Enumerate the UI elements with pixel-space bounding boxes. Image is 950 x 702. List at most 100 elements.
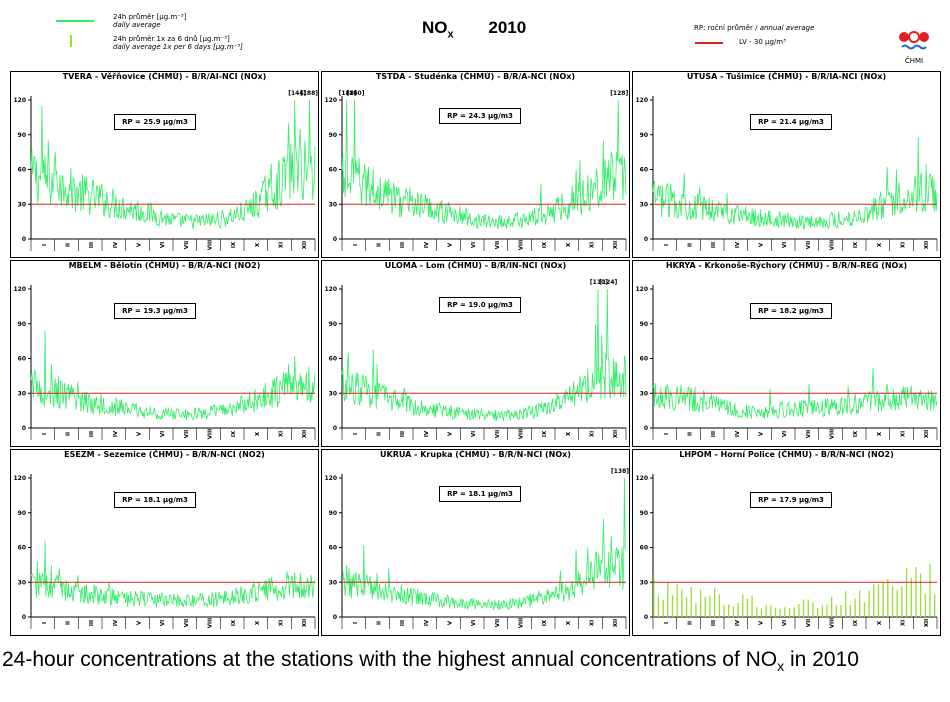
x-tick-label: I [664, 622, 670, 624]
x-tick-label: VIII [519, 618, 525, 628]
y-tick-label: 120 [635, 97, 648, 104]
x-tick-label: XI [590, 242, 596, 248]
x-tick-label: XI [901, 431, 907, 437]
chmi-logo-text: ČHMI [904, 57, 924, 65]
data-series-line [341, 288, 627, 422]
x-tick-label: VII [184, 619, 190, 627]
y-tick-label: 0 [22, 425, 26, 432]
y-tick-label: 0 [333, 425, 337, 432]
peak-value-label: [144] [288, 90, 307, 97]
x-tick-label: VIII [830, 429, 836, 439]
annual-average-label: RP = 19.0 µg/m3 [439, 297, 521, 313]
x-tick-label: III [711, 620, 717, 626]
y-tick-label: 60 [329, 545, 337, 552]
x-tick-label: III [89, 431, 95, 437]
x-tick-label: IV [113, 619, 119, 626]
x-tick-label: I [42, 244, 48, 246]
x-tick-label: III [711, 242, 717, 248]
y-tick-label: 30 [18, 201, 26, 208]
y-tick-label: 30 [329, 201, 337, 208]
y-tick-label: 0 [644, 236, 648, 243]
y-tick-label: 90 [329, 132, 337, 139]
chart-panel: TSTDA - Studénka (ČHMÚ) - B/R/A-NCI (NOx… [321, 71, 630, 258]
annual-average-label: RP = 18.1 µg/m3 [114, 492, 196, 508]
y-tick-label: 30 [640, 390, 648, 397]
x-tick-label: XI [590, 620, 596, 626]
x-tick-label: I [42, 433, 48, 435]
chart-panel: MBELM - Bělotín (ČHMÚ) - B/R/A-NCI (NO2)… [10, 260, 319, 447]
x-tick-label: II [377, 621, 383, 625]
annual-average-label: RP = 21.4 µg/m3 [750, 114, 832, 130]
y-tick-label: 60 [18, 167, 26, 174]
x-tick-label: V [137, 242, 143, 247]
peak-value-label: [124] [599, 279, 618, 286]
x-tick-label: XII [302, 430, 308, 438]
x-tick-label: I [664, 433, 670, 435]
x-tick-label: XI [279, 431, 285, 437]
x-tick-label: VI [471, 620, 477, 626]
chart-title: UTUSA - Tušimice (ČHMÚ) - B/R/IA-NCI (NO… [686, 72, 887, 81]
x-tick-label: VI [160, 620, 166, 626]
x-tick-label: X [566, 431, 572, 436]
x-tick-label: XI [901, 620, 907, 626]
x-tick-label: V [448, 431, 454, 436]
x-tick-label: IX [853, 241, 859, 248]
x-tick-label: II [377, 243, 383, 247]
y-tick-label: 30 [329, 579, 337, 586]
x-tick-label: VIII [208, 618, 214, 628]
y-tick-label: 90 [329, 510, 337, 517]
annual-average-label: RP = 19.3 µg/m3 [114, 303, 196, 319]
legend-rp-label: RP: roční průměr / annual average [694, 24, 814, 32]
x-tick-label: XI [279, 620, 285, 626]
x-tick-label: X [566, 242, 572, 247]
x-tick-label: IX [231, 430, 237, 437]
x-tick-label: VII [184, 430, 190, 438]
x-tick-label: I [353, 622, 359, 624]
chart-panel: TVERA - Věřňovice (ČHMÚ) - B/R/AI-NCI (N… [10, 71, 319, 258]
x-tick-label: XII [924, 619, 930, 627]
x-tick-label: X [877, 431, 883, 436]
x-tick-label: IX [853, 619, 859, 626]
y-tick-label: 0 [333, 236, 337, 243]
y-tick-label: 30 [640, 201, 648, 208]
annual-average-label: RP = 24.3 µg/m3 [439, 108, 521, 124]
x-tick-label: XII [613, 241, 619, 249]
page-title: NOx 2010 [422, 18, 526, 40]
chart-panel: ULOMA - Lom (ČHMÚ) - B/R/IN-NCI (NOx) 0 30… [321, 260, 630, 447]
caption-text: 24-hour concentrations at the stations w… [2, 648, 778, 671]
legend-daily-en: daily average [113, 21, 161, 29]
x-tick-label: IV [424, 430, 430, 437]
x-tick-label: VI [160, 242, 166, 248]
x-tick-label: II [377, 432, 383, 436]
title-pollutant: NO [422, 18, 448, 37]
annual-average-label: RP = 17.9 µg/m3 [750, 492, 832, 508]
chmi-logo: ČHMI [898, 30, 930, 65]
x-tick-label: VI [160, 431, 166, 437]
y-tick-label: 90 [640, 510, 648, 517]
x-tick-label: V [137, 620, 143, 625]
x-tick-label: V [137, 431, 143, 436]
x-tick-label: III [89, 620, 95, 626]
y-tick-label: 90 [18, 132, 26, 139]
y-tick-label: 90 [329, 321, 337, 328]
x-tick-label: VI [471, 431, 477, 437]
y-tick-label: 90 [640, 132, 648, 139]
data-series-line [30, 99, 316, 230]
y-tick-label: 90 [640, 321, 648, 328]
x-tick-label: IV [424, 241, 430, 248]
x-tick-label: III [400, 620, 406, 626]
chart-panel: UKRUA - Krupka (ČHMÚ) - B/R/N-NCI (NOx) 0… [321, 449, 630, 636]
y-tick-label: 60 [640, 167, 648, 174]
y-tick-label: 120 [13, 286, 26, 293]
legend-daily-line [56, 20, 94, 22]
x-tick-label: IX [853, 430, 859, 437]
y-tick-label: 60 [18, 356, 26, 363]
chmi-logo-icon [899, 31, 929, 50]
legend-6days-en: daily average 1x per 6 days [µg.m⁻³] [113, 43, 243, 51]
